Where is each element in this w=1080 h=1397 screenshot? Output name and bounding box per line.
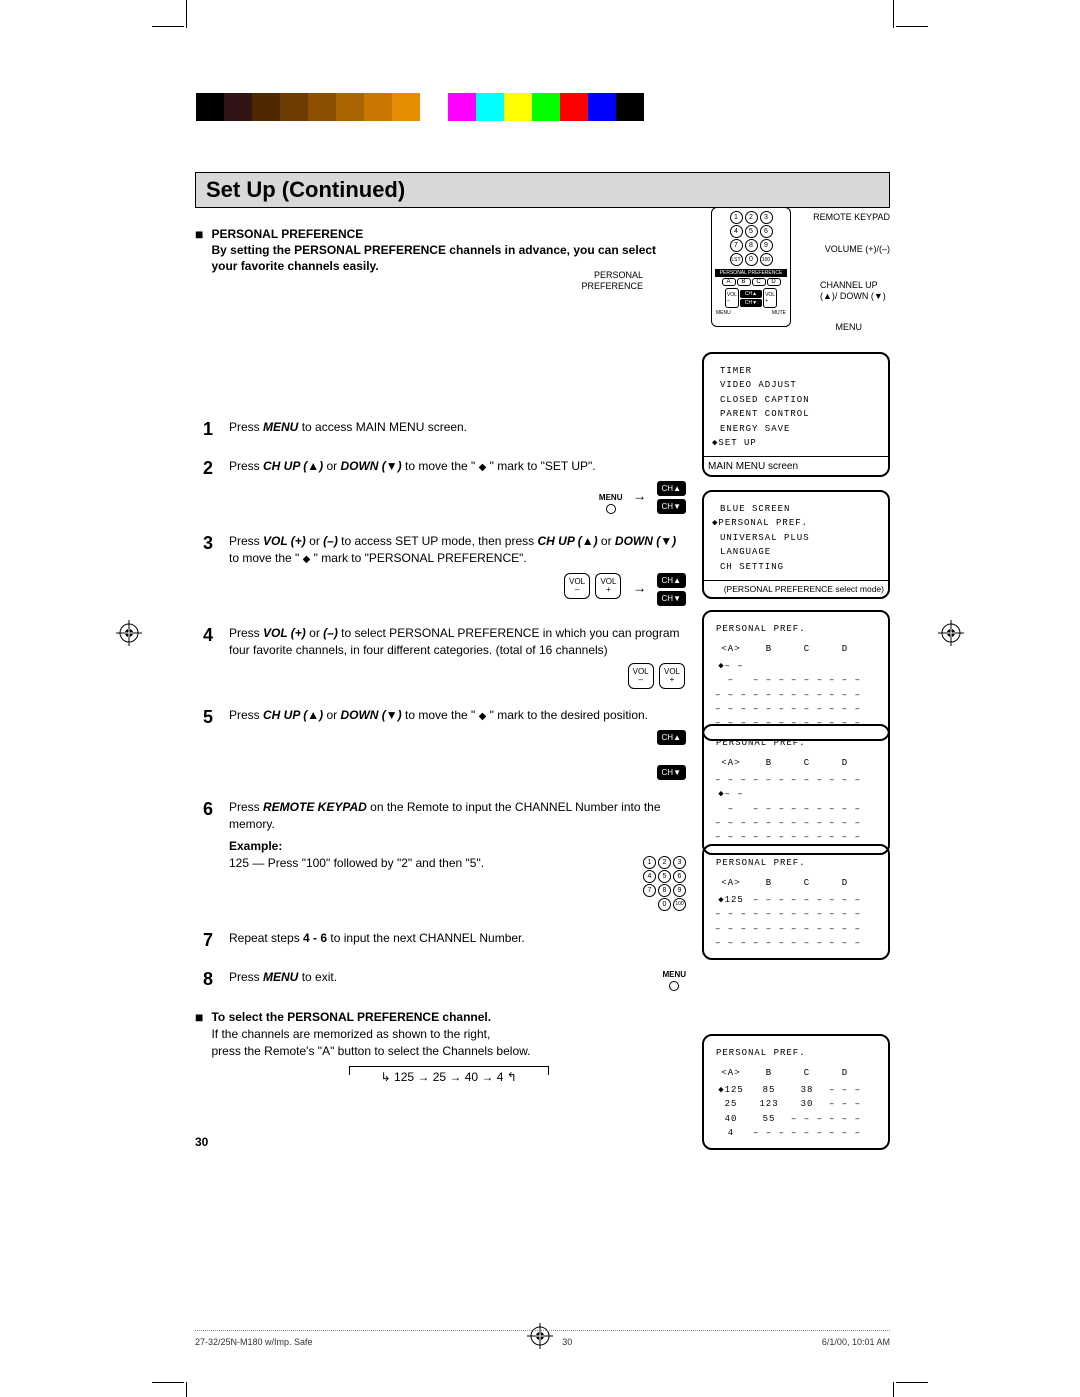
registration-mark-icon — [116, 620, 142, 646]
vol-minus-icon: VOL– — [564, 573, 590, 599]
print-footer: 27-32/25N-M180 w/Imp. Safe 30 6/1/00, 10… — [195, 1330, 890, 1347]
footer-page: 30 — [562, 1337, 572, 1347]
screen-pref-2: PERSONAL PREF.<A>BCD– – –– – –– – –– – –… — [702, 724, 890, 855]
ch-down-icon: CH▼ — [657, 499, 686, 514]
ch-down-icon: CH▼ — [657, 591, 686, 606]
label-volume: VOLUME (+)/(–) — [825, 244, 890, 255]
registration-mark-icon — [938, 620, 964, 646]
screen-setup: BLUE SCREEN◆PERSONAL PREF.UNIVERSAL PLUS… — [702, 490, 890, 599]
vol-minus-icon: VOL– — [628, 663, 654, 689]
example-label: Example: — [229, 839, 282, 853]
bullet-icon: ■ — [195, 1009, 203, 1085]
menu-button-icon: MENU — [662, 969, 686, 991]
button-hint: MENU → CH▲ CH▼ — [229, 479, 686, 515]
subsection-heading: To select the PERSONAL PREFERENCE channe… — [211, 1009, 686, 1026]
screen-pref-3: PERSONAL PREF.<A>BCD◆125– – –– – –– – ––… — [702, 844, 890, 960]
step-number: 6 — [203, 799, 219, 912]
label-remote-keypad: REMOTE KEYPAD — [813, 212, 890, 223]
section-title-bar: Set Up (Continued) — [195, 172, 890, 208]
content-area: Set Up (Continued) ■ PERSONAL PREFERENCE… — [195, 172, 890, 1086]
section-title: Set Up (Continued) — [206, 177, 879, 203]
crop-mark — [896, 26, 928, 27]
label-personal-pref: PERSONAL PREFERENCE — [575, 270, 643, 292]
footer-datetime: 6/1/00, 10:01 AM — [822, 1337, 890, 1347]
label-channel: CHANNEL UP (▲)/ DOWN (▼) — [820, 280, 890, 302]
crop-mark — [896, 1382, 928, 1383]
crop-mark — [186, 0, 187, 28]
intro-heading: PERSONAL PREFERENCE — [211, 227, 363, 241]
screen-pref-4: PERSONAL PREF.<A>BCD◆1258538– – –2512330… — [702, 1034, 890, 1150]
keypad-icon: 123 456 789 LST0100 — [725, 211, 777, 266]
step-number: 5 — [203, 707, 219, 781]
button-hint: VOL– VOL+ — [229, 663, 686, 689]
remote-outline: 123 456 789 LST0100 PERSONAL PREFERENCE … — [711, 207, 791, 327]
screen-main-menu: TIMERVIDEO ADJUSTCLOSED CAPTIONPARENT CO… — [702, 352, 890, 477]
vol-plus-icon: VOL+ — [659, 663, 685, 689]
step-number: 1 — [203, 419, 219, 440]
screen-caption: MAIN MENU screen — [704, 456, 888, 475]
button-hint: CH▲ CH▼ — [229, 728, 686, 781]
step-number: 2 — [203, 458, 219, 515]
color-calibration-bar — [196, 93, 644, 121]
bullet-icon: ■ — [195, 226, 203, 275]
step-body: Press MENU to exit. MENU — [229, 969, 890, 991]
ch-down-icon: CH▼ — [657, 765, 686, 780]
keypad-icon: 123 456 789 0100 — [643, 855, 686, 912]
channel-cycle: ↳ 125 → 25 → 40 → 4 ↰ — [211, 1066, 686, 1086]
ch-up-icon: CH▲ — [657, 481, 686, 496]
crop-mark — [152, 26, 184, 27]
manual-page: Set Up (Continued) ■ PERSONAL PREFERENCE… — [0, 0, 1080, 1397]
footer-doc-id: 27-32/25N-M180 w/Imp. Safe — [195, 1337, 313, 1347]
crop-mark — [186, 1382, 187, 1397]
page-number: 30 — [195, 1135, 208, 1149]
crop-mark — [152, 1382, 184, 1383]
example-text: 125 — Press "100" followed by "2" and th… — [229, 855, 623, 872]
screen-pref-1: PERSONAL PREF.<A>BCD◆– – –– – –– – –– – … — [702, 610, 890, 741]
step-8: 8 Press MENU to exit. MENU — [203, 969, 890, 991]
step-number: 3 — [203, 533, 219, 607]
intro-body: By setting the PERSONAL PREFERENCE chann… — [211, 243, 656, 273]
screen-caption: (PERSONAL PREFERENCE select mode) — [704, 580, 888, 597]
vol-plus-icon: VOL+ — [595, 573, 621, 599]
menu-button-icon: MENU — [599, 492, 623, 514]
crop-mark — [893, 1382, 894, 1397]
step-number: 7 — [203, 930, 219, 951]
label-menu: MENU — [836, 322, 863, 333]
crop-mark — [893, 0, 894, 28]
step-number: 4 — [203, 625, 219, 689]
step-number: 8 — [203, 969, 219, 991]
ch-up-icon: CH▲ — [657, 730, 686, 745]
ch-up-icon: CH▲ — [657, 573, 686, 588]
button-hint: VOL– VOL+ → CH▲ CH▼ — [229, 571, 686, 607]
